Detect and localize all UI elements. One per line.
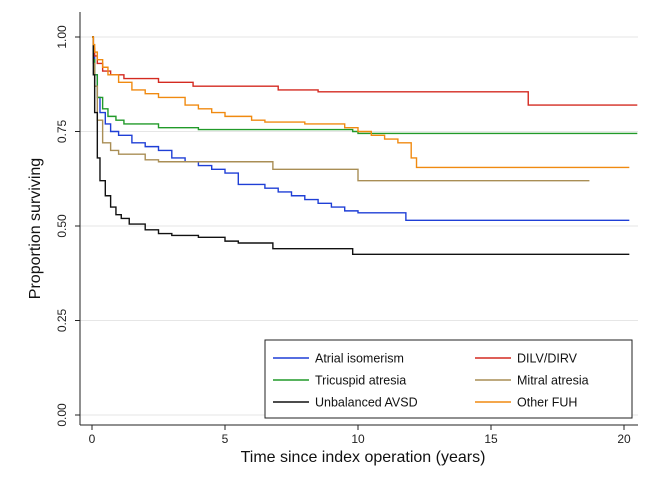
y-tick-label: 0.50 [55, 214, 69, 238]
legend-label: Mitral atresia [517, 374, 589, 388]
y-tick-label: 0.75 [55, 119, 69, 143]
legend-label: Unbalanced AVSD [315, 396, 418, 410]
y-tick-label: 0.25 [55, 308, 69, 332]
x-tick-label: 0 [89, 432, 96, 446]
series-line-dilv-dirv [92, 36, 638, 106]
legend-label: DILV/DIRV [517, 352, 578, 366]
series-line-unbalanced-avsd [92, 36, 630, 256]
legend-label: Atrial isomerism [315, 352, 404, 366]
x-tick-label: 5 [222, 432, 229, 446]
legend-box [264, 339, 633, 419]
y-tick-label: 1.00 [55, 25, 69, 49]
y-tick-label: 0.00 [55, 403, 69, 427]
legend: Atrial isomerism DILV/DIRV Tricuspid atres… [264, 339, 633, 419]
series-line-atrial-isomerism [92, 36, 630, 222]
series-lines [92, 36, 638, 256]
x-tick-label: 20 [617, 432, 631, 446]
tick-labels: 0 5 10 15 20 0.00 0.25 0.50 0.75 1.00 [55, 25, 631, 446]
axes [75, 12, 638, 430]
x-tick-label: 10 [351, 432, 365, 446]
legend-label: Other FUH [517, 396, 577, 410]
x-tick-label: 15 [484, 432, 498, 446]
y-axis-title: Proportion surviving [27, 158, 44, 299]
series-line-other-fuh [92, 36, 630, 169]
legend-label: Tricuspid atresia [315, 374, 406, 388]
x-axis-title: Time since index operation (years) [241, 449, 486, 466]
